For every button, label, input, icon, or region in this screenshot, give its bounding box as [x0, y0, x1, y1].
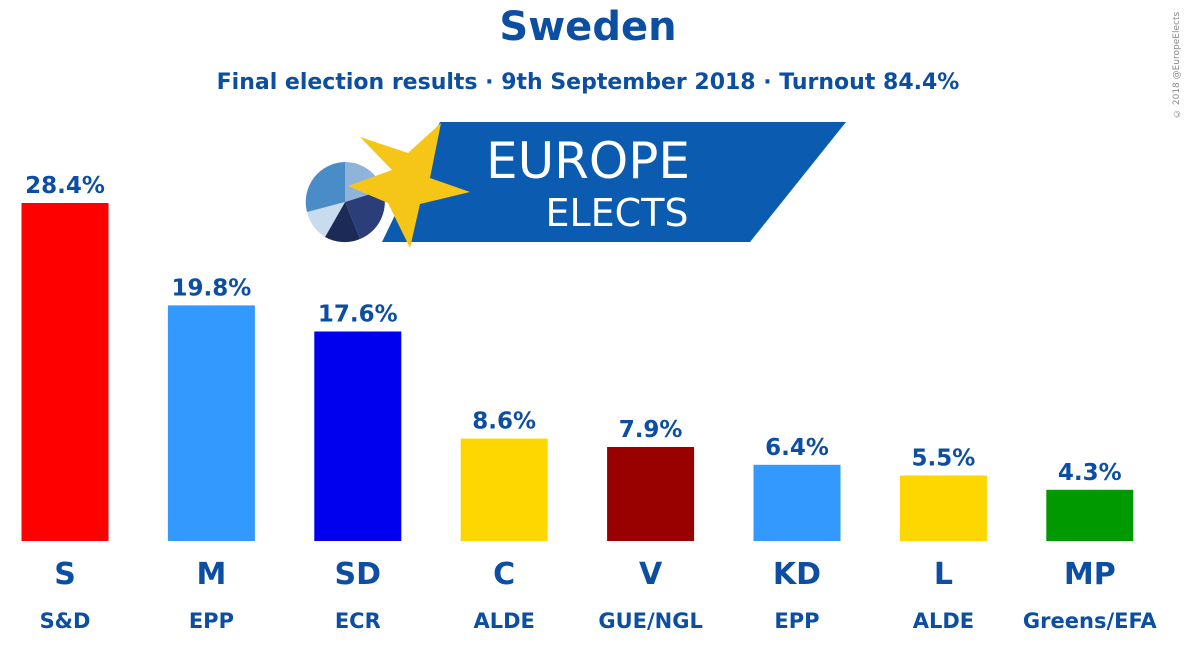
bar-m	[167, 305, 255, 541]
bar-kd	[753, 464, 841, 541]
logo-text-europe: EUROPE	[486, 132, 690, 190]
value-label: 6.4%	[765, 435, 829, 461]
category-label: M	[196, 557, 226, 592]
group-label: EPP	[774, 609, 819, 633]
group-label: Greens/EFA	[1023, 609, 1157, 633]
bar-c	[460, 438, 548, 541]
category-label: V	[639, 557, 663, 592]
group-label: ALDE	[473, 609, 534, 633]
chart-title: Sweden	[499, 4, 677, 50]
value-label: 17.6%	[318, 302, 398, 328]
bars-layer: 28.4% S S&D 19.8% M EPP 17.6% SD ECR 8.6% C ALDE 7.9…	[21, 173, 1157, 633]
category-label: S	[54, 557, 76, 592]
bar-sd	[314, 331, 402, 541]
group-label: ECR	[335, 609, 381, 633]
value-label: 4.3%	[1058, 460, 1122, 486]
europe-elects-logo: EUROPE ELECTS	[305, 122, 846, 248]
logo-text-elects: ELECTS	[545, 191, 688, 235]
value-label: 28.4%	[25, 173, 105, 199]
category-label: C	[493, 557, 515, 592]
bar-mp	[1046, 489, 1134, 541]
bar-v	[607, 447, 695, 541]
group-label: EPP	[189, 609, 234, 633]
category-label: KD	[773, 557, 821, 592]
category-label: L	[934, 557, 953, 592]
value-label: 8.6%	[472, 409, 536, 435]
value-label: 19.8%	[172, 275, 252, 301]
logo-pie-icon	[305, 162, 385, 243]
group-label: GUE/NGL	[598, 609, 703, 633]
logo-banner	[382, 122, 846, 242]
value-label: 7.9%	[619, 417, 683, 443]
logo-star-icon	[348, 123, 470, 248]
bar-l	[899, 475, 987, 541]
chart-subtitle: Final election results · 9th September 2…	[216, 70, 960, 95]
value-label: 5.5%	[912, 446, 976, 472]
category-label: SD	[335, 557, 382, 592]
bar-s	[21, 203, 109, 541]
group-label: S&D	[40, 609, 91, 633]
category-label: MP	[1064, 557, 1116, 592]
group-label: ALDE	[913, 609, 974, 633]
